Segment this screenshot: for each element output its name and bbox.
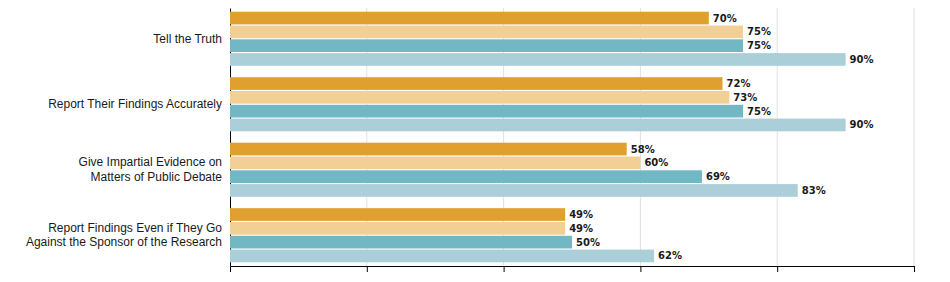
grid-line — [777, 8, 778, 266]
data-label: 73% — [733, 92, 757, 103]
bar — [230, 53, 846, 66]
bar — [230, 250, 654, 263]
bar — [230, 39, 743, 52]
x-tick-mark — [914, 266, 915, 272]
x-axis — [231, 266, 915, 272]
data-labels: 70% 72% 58% 49% 75% 73% 60% 49% 75% 75% 69% 50% 90% 9… — [569, 13, 873, 262]
data-label: 69% — [706, 171, 730, 182]
data-label: 49% — [569, 223, 593, 234]
data-label: 75% — [747, 26, 771, 37]
y-tick-label: Give Impartial Evidence onMatters of Pub… — [79, 155, 223, 183]
y-tick: Tell the Truth — [153, 32, 230, 46]
x-axis-line — [231, 267, 915, 273]
series — [230, 53, 846, 262]
x-tick — [640, 266, 641, 272]
x-tick — [777, 266, 778, 272]
bars — [230, 12, 846, 263]
bar — [230, 77, 722, 90]
bar — [230, 12, 709, 25]
x-tick-mark — [367, 266, 368, 272]
data-label: 83% — [802, 185, 826, 196]
bar — [230, 222, 565, 235]
x-tick — [914, 266, 915, 272]
data-label: 72% — [726, 78, 750, 89]
data-label: 62% — [658, 250, 682, 261]
bar — [230, 156, 640, 169]
bar — [230, 105, 743, 118]
y-tick-label: Tell the Truth — [153, 32, 222, 46]
x-tick-mark — [640, 266, 641, 272]
bar — [230, 208, 565, 221]
y-tick: Report Their Findings Accurately — [48, 97, 230, 111]
y-tick: Give Impartial Evidence onMatters of Pub… — [79, 155, 230, 183]
x-tick — [504, 266, 505, 272]
data-label: 50% — [576, 237, 600, 248]
data-label: 75% — [747, 106, 771, 117]
bar — [230, 143, 627, 156]
bar — [230, 236, 572, 249]
data-label: 90% — [850, 54, 874, 65]
data-label: 75% — [747, 40, 771, 51]
y-tick-label: Report Findings Even if They GoAgainst t… — [26, 221, 222, 249]
grid-line — [914, 8, 915, 266]
bar — [230, 170, 702, 183]
data-label: 58% — [631, 144, 655, 155]
bar — [230, 26, 743, 39]
x-tick-mark — [504, 266, 505, 272]
x-tick-mark — [777, 266, 778, 272]
data-label: 90% — [850, 119, 874, 130]
y-tick: Report Findings Even if They GoAgainst t… — [26, 221, 230, 249]
data-label: 60% — [644, 157, 668, 168]
x-tick — [367, 266, 368, 272]
series — [230, 39, 743, 248]
data-label: 70% — [713, 13, 737, 24]
data-label: 49% — [569, 209, 593, 220]
bar — [230, 184, 798, 197]
y-tick-label: Report Their Findings Accurately — [48, 97, 222, 111]
bar — [230, 91, 729, 104]
plot: Tell the Truth Report Their Findings Accu… — [26, 8, 915, 272]
chart: Tell the Truth Report Their Findings Accu… — [0, 0, 950, 282]
bar — [230, 119, 846, 132]
y-axis: Tell the Truth Report Their Findings Accu… — [26, 9, 231, 267]
